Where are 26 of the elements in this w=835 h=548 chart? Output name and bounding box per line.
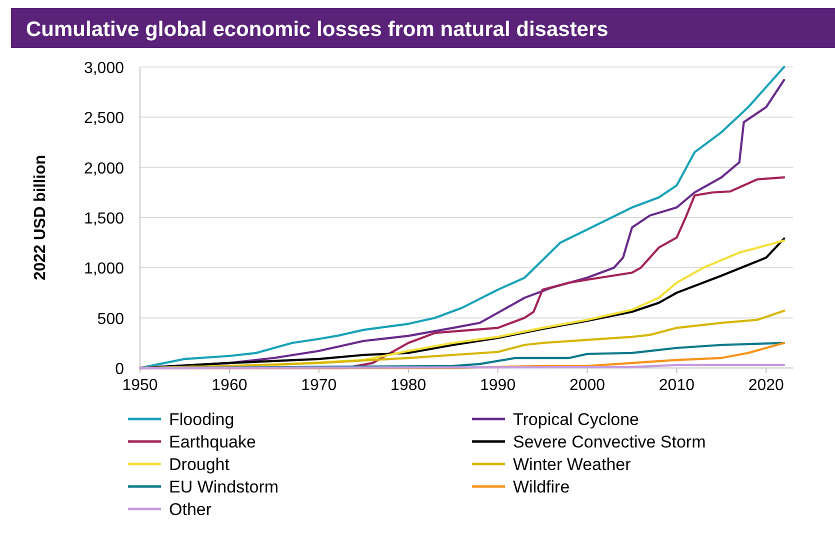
legend-label: Winter Weather (513, 455, 632, 474)
legend-label: EU Windstorm (169, 478, 279, 496)
legend-label: Earthquake (169, 432, 256, 452)
x-tick-label: 1950 (122, 377, 158, 394)
x-tick-label: 1970 (301, 377, 337, 394)
y-tick-label: 2,000 (84, 160, 124, 178)
x-tick-label: 1980 (390, 377, 426, 394)
y-tick-label: 2,500 (84, 110, 124, 128)
x-tick-label: 2010 (658, 377, 695, 394)
y-tick-label: 1,000 (84, 260, 124, 278)
y-tick-label: 0 (115, 361, 124, 378)
legend-label: Other (169, 500, 212, 519)
y-tick-label: 1,500 (84, 210, 124, 228)
legend-label: Tropical Cyclone (513, 410, 639, 429)
chart-title: Cumulative global economic losses from natural disasters (26, 18, 608, 41)
x-tick-label: 1990 (480, 377, 516, 394)
x-tick-label: 1960 (212, 377, 248, 394)
x-tick-label: 2020 (748, 377, 784, 394)
y-tick-label: 500 (97, 310, 124, 328)
y-tick-label: 3,000 (84, 60, 124, 77)
legend-label: Drought (169, 455, 230, 474)
legend-label: Flooding (169, 410, 234, 429)
legend-label: Wildfire (513, 478, 570, 496)
legend-label: Severe Convective Storm (513, 432, 706, 452)
y-axis-title: 2022 USD billion (32, 154, 49, 280)
x-tick-label: 2000 (569, 377, 606, 394)
